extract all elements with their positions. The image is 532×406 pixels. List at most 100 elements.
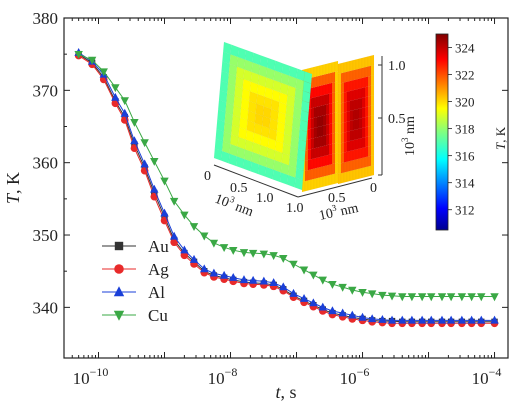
inset-cell xyxy=(340,152,345,164)
inset-cell xyxy=(307,128,312,140)
inset-cell xyxy=(334,162,339,174)
inset-cell xyxy=(334,70,339,83)
inset-cell xyxy=(355,108,360,120)
inset-cell xyxy=(352,159,357,171)
inset-cell xyxy=(316,136,321,148)
legend-marker xyxy=(113,286,125,297)
inset-cell xyxy=(349,110,354,122)
inset-cell xyxy=(316,116,321,128)
inset-cell xyxy=(319,156,324,168)
inset-cell xyxy=(319,64,324,76)
inset-cell xyxy=(316,146,321,158)
inset-cell xyxy=(343,141,348,153)
data-point xyxy=(348,286,357,295)
colorbar-tick-label: 320 xyxy=(455,95,475,110)
inset-cell xyxy=(343,171,348,183)
inset-cell xyxy=(337,173,342,185)
inset-cell xyxy=(319,176,324,188)
data-point xyxy=(130,136,139,145)
colorbar-tick-label: 314 xyxy=(455,176,475,191)
data-point xyxy=(289,288,298,297)
inset-cell xyxy=(361,127,366,139)
inset-cell xyxy=(358,147,363,159)
data-point xyxy=(318,276,327,285)
inset-cell xyxy=(370,114,375,126)
inset-cell xyxy=(325,174,330,187)
legend-marker xyxy=(114,241,124,251)
inset-cell xyxy=(337,73,342,85)
inset-cell xyxy=(322,84,327,96)
y-axis-ticks: 340 350 360 370 380 xyxy=(33,9,508,317)
data-point xyxy=(209,268,219,277)
inset-cell xyxy=(349,120,354,132)
data-point xyxy=(467,315,476,324)
inset-cell xyxy=(316,105,321,118)
legend-item: Cu xyxy=(102,306,168,325)
inset-cell xyxy=(364,56,369,68)
inset-cell xyxy=(313,127,318,139)
inset-cell xyxy=(355,58,360,70)
inset-cell xyxy=(370,74,375,86)
inset-cell xyxy=(355,128,360,140)
inset-cell xyxy=(340,102,345,114)
data-point xyxy=(309,271,318,280)
inset-cell xyxy=(334,91,339,103)
inset-cell xyxy=(316,75,321,87)
inset-cell xyxy=(313,147,318,159)
inset-cell xyxy=(313,167,318,180)
inset-cell xyxy=(322,104,327,116)
inset-cell xyxy=(349,60,354,72)
data-point xyxy=(318,302,327,311)
data-point xyxy=(348,310,357,319)
inset-cell xyxy=(310,127,315,140)
inset-cell xyxy=(364,116,369,128)
data-point xyxy=(279,282,288,291)
inset-cell xyxy=(328,143,333,155)
data-point xyxy=(427,293,436,302)
inset-cell xyxy=(346,110,351,122)
inset-cell xyxy=(340,162,345,174)
inset-cell xyxy=(364,66,369,78)
inset-cell xyxy=(346,150,351,162)
inset-cell xyxy=(361,147,366,159)
inset-cell xyxy=(349,130,354,142)
inset-cell xyxy=(343,121,348,133)
data-point xyxy=(477,293,486,302)
legend-label: Cu xyxy=(148,306,168,325)
inset-cell xyxy=(343,101,348,113)
inset-cell xyxy=(334,60,339,73)
inset-cell xyxy=(349,150,354,162)
x-tick-label: 10−10 xyxy=(73,365,109,388)
inset-cell xyxy=(358,167,363,179)
inset-cell xyxy=(313,137,318,149)
data-point xyxy=(189,254,199,263)
data-point xyxy=(87,56,97,65)
inset-cell xyxy=(331,163,336,175)
x-axis-title: t, s xyxy=(275,382,296,402)
legend: Au Ag Al Cu xyxy=(102,237,169,325)
inset-cell xyxy=(355,118,360,130)
inset-cell xyxy=(325,103,330,116)
data-point xyxy=(269,252,278,260)
inset-cell xyxy=(319,135,324,148)
inset-cell xyxy=(358,97,363,109)
inset-cell xyxy=(343,91,348,103)
inset-cell xyxy=(352,139,357,151)
inset-cell xyxy=(316,85,321,97)
inset-cell xyxy=(325,124,330,136)
data-point xyxy=(150,158,159,166)
inset-cell xyxy=(346,90,351,102)
data-point xyxy=(130,118,139,127)
inset-cell xyxy=(370,64,375,76)
inset-cell xyxy=(349,90,354,102)
data-point xyxy=(248,275,258,284)
inset-cell xyxy=(331,173,336,185)
inset-cell xyxy=(328,174,333,186)
inset-cell xyxy=(325,154,330,166)
inset-cell xyxy=(310,158,315,170)
data-point xyxy=(99,68,108,77)
inset-cell xyxy=(334,111,339,123)
inset-cell xyxy=(319,95,324,107)
inset-cell xyxy=(304,180,309,192)
inset-cell xyxy=(316,156,321,169)
